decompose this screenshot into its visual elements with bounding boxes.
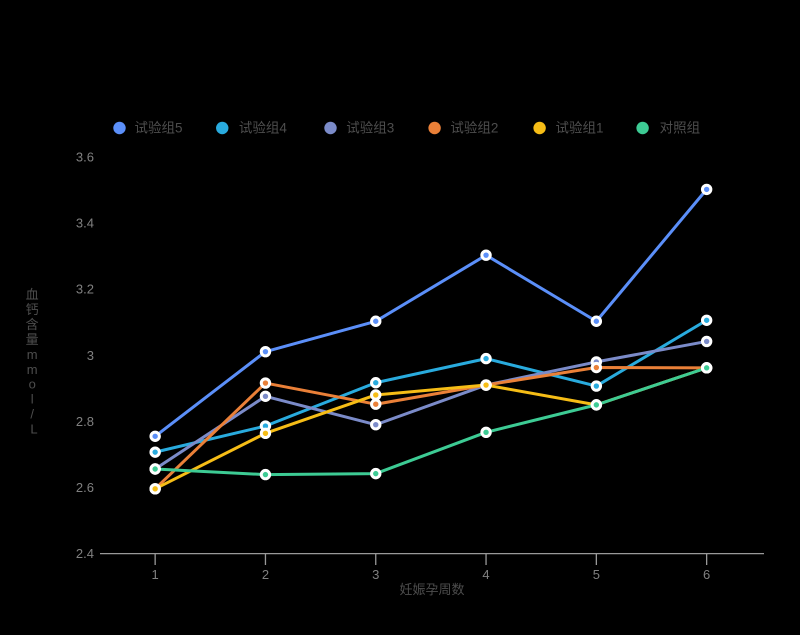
svg-text:试验组5: 试验组5: [135, 121, 183, 136]
svg-text:对照组: 对照组: [660, 121, 701, 136]
svg-text:妊娠孕周数: 妊娠孕周数: [399, 582, 464, 597]
svg-text:3: 3: [372, 567, 379, 582]
svg-text:6: 6: [703, 567, 710, 582]
svg-text:试验组1: 试验组1: [556, 121, 604, 136]
svg-text:3.2: 3.2: [76, 282, 94, 297]
svg-text:3.6: 3.6: [76, 150, 94, 165]
svg-text:2: 2: [262, 567, 269, 582]
svg-text:3.4: 3.4: [76, 216, 94, 231]
svg-text:4: 4: [482, 567, 489, 582]
svg-text:3: 3: [87, 348, 94, 363]
svg-text:试验组2: 试验组2: [450, 121, 498, 136]
svg-text:2.4: 2.4: [76, 546, 94, 561]
svg-text:1: 1: [152, 567, 159, 582]
svg-text:5: 5: [593, 567, 600, 582]
svg-text:试验组4: 试验组4: [239, 121, 287, 136]
svg-text:血 钙 含 量 m: 血 钙 含 量 m m o l / L: [26, 287, 43, 437]
svg-text:2.8: 2.8: [76, 414, 94, 429]
svg-text:2.6: 2.6: [76, 480, 94, 495]
svg-text:试验组3: 试验组3: [346, 121, 394, 136]
